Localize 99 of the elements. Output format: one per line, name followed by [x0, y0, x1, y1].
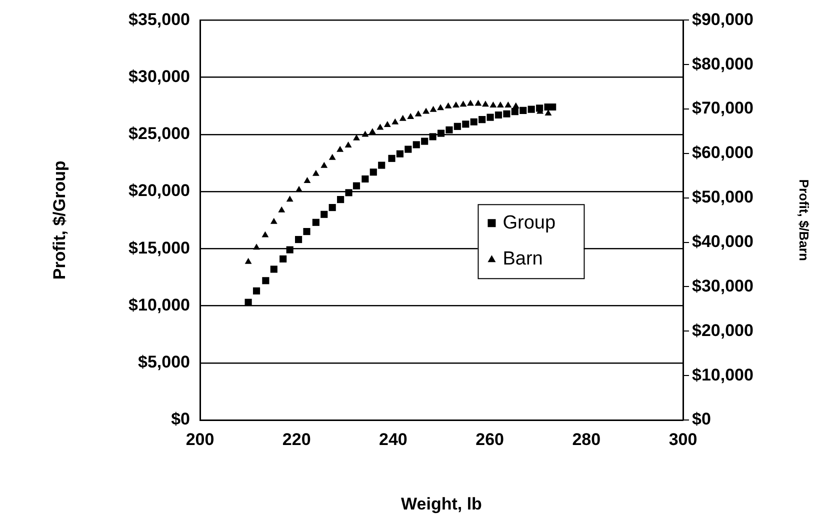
y-tick-label: $10,000: [128, 295, 190, 314]
point: [328, 204, 336, 212]
x-axis-title: Weight, lb: [401, 494, 482, 514]
point: [286, 196, 294, 202]
point: [362, 175, 369, 183]
y-tick-label: $5,000: [138, 352, 190, 372]
x-tick-label: 280: [572, 430, 601, 449]
point: [320, 162, 328, 168]
point: [336, 146, 344, 152]
point: [345, 189, 352, 196]
point: [536, 104, 544, 112]
point: [404, 146, 412, 153]
point: [407, 113, 414, 120]
point: [446, 126, 453, 134]
y2-tick-label: $30,000: [692, 276, 754, 296]
y2-axis-title: Profit, $/Barn: [796, 179, 812, 261]
point: [388, 154, 396, 162]
point: [244, 298, 252, 306]
point: [520, 106, 527, 114]
y2-tick-label: $20,000: [692, 320, 754, 340]
point: [270, 218, 278, 224]
point: [474, 100, 482, 106]
point: [270, 266, 278, 273]
point: [304, 177, 311, 184]
point: [528, 106, 535, 113]
point: [337, 196, 344, 204]
y2-tick-label: $50,000: [692, 188, 754, 207]
point: [344, 141, 352, 148]
y2-tick-label: $90,000: [692, 10, 754, 29]
legend-label: Barn: [502, 248, 543, 270]
point: [262, 231, 269, 238]
point: [392, 118, 399, 124]
y-tick-label: $0: [171, 410, 190, 429]
y-axis-title: Profit, $/Group: [50, 160, 69, 280]
point: [452, 101, 460, 108]
point: [286, 246, 294, 254]
point: [490, 101, 497, 108]
point: [370, 168, 377, 176]
point: [296, 186, 302, 192]
point: [430, 106, 437, 112]
y-tick-label: $35,000: [128, 10, 190, 29]
point: [486, 114, 494, 121]
point: [320, 210, 328, 218]
point: [384, 121, 391, 128]
point: [470, 118, 478, 126]
point: [437, 130, 445, 137]
point: [429, 133, 436, 140]
point: [496, 101, 504, 108]
x-tick-label: 260: [476, 430, 504, 449]
point: [412, 141, 420, 148]
y2-tick-label: $10,000: [692, 365, 754, 384]
point: [378, 162, 386, 169]
point: [482, 100, 489, 107]
point: [280, 255, 287, 262]
point: [503, 110, 510, 118]
x-tick-label: 200: [186, 430, 214, 449]
point: [376, 124, 384, 130]
point: [504, 101, 512, 108]
y2-tick-label: $70,000: [692, 98, 754, 118]
point: [278, 206, 286, 212]
point: [253, 244, 260, 250]
point: [422, 108, 430, 114]
legend-label: Group: [502, 212, 556, 234]
y2-tick-label: $60,000: [692, 143, 754, 162]
point: [262, 277, 270, 284]
x-tick-label: 240: [379, 430, 408, 449]
point: [353, 134, 360, 140]
point: [414, 110, 422, 116]
point: [494, 111, 502, 119]
point: [478, 116, 486, 124]
point: [396, 150, 404, 158]
point: [312, 170, 320, 176]
point: [294, 236, 302, 244]
point: [462, 120, 470, 128]
y2-tick-label: $0: [692, 410, 711, 429]
point: [368, 128, 376, 134]
point: [437, 104, 444, 110]
x-tick-label: 300: [668, 430, 698, 449]
point: [362, 130, 369, 137]
point: [460, 100, 467, 107]
point: [421, 138, 428, 145]
point: [244, 258, 252, 264]
y-tick-label: $20,000: [128, 181, 190, 200]
point: [444, 102, 452, 108]
point: [467, 100, 474, 106]
point: [399, 114, 406, 121]
point: [252, 287, 260, 294]
point: [303, 228, 310, 236]
point: [511, 108, 518, 116]
y2-tick-label: $40,000: [692, 232, 754, 251]
x-tick-label: 220: [282, 430, 311, 449]
point: [454, 122, 461, 130]
point: [328, 154, 336, 160]
y-tick-label: $15,000: [128, 238, 190, 258]
y2-tick-label: $80,000: [692, 54, 754, 74]
point: [352, 182, 360, 190]
point: [312, 218, 320, 226]
y-tick-label: $30,000: [128, 67, 190, 86]
y-tick-label: $25,000: [128, 124, 190, 144]
